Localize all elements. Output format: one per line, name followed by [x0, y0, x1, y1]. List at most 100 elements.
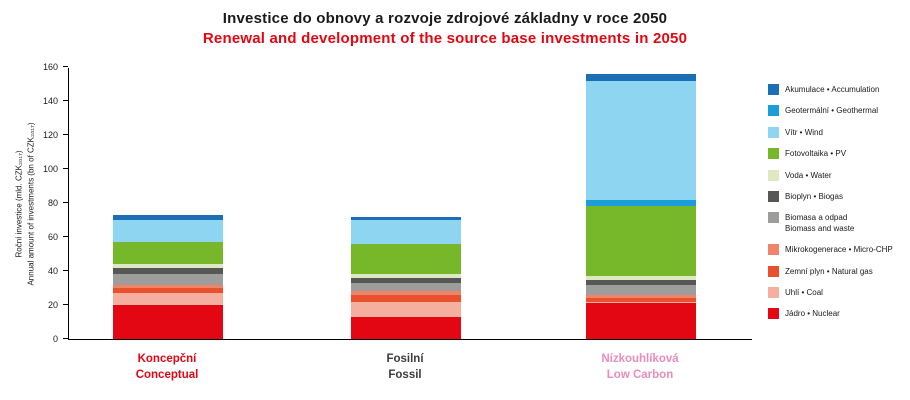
- bar-segment-biomass-waste: [113, 274, 223, 285]
- bar-conceptual: [113, 214, 223, 339]
- y-tick-label: 60: [47, 232, 58, 242]
- x-axis-label-english: Low Carbon: [606, 369, 674, 382]
- legend-swatch-wind: [768, 126, 779, 138]
- chart-title-english: Renewal and development of the source ba…: [202, 30, 688, 47]
- legend-label-coal: Uhlí • Coal: [785, 287, 823, 297]
- legend-swatch-biomass-waste: [768, 212, 779, 224]
- y-tick-mark: [63, 270, 68, 271]
- legend-item-biomass-waste: Biomasa a odpad Biomass and waste: [768, 212, 893, 234]
- legend-label-nuclear: Jádro • Nuclear: [785, 309, 840, 319]
- bar-segment-water: [586, 276, 696, 280]
- legend-label-accumulation: Akumulace • Accumulation: [785, 85, 880, 94]
- legend-swatch-nuclear: [768, 308, 779, 320]
- y-tick-label: 0: [52, 334, 58, 344]
- chart-title-czech: Investice do obnovy a rozvoje zdrojové z…: [222, 10, 668, 27]
- chart-titles: Investice do obnovy a rozvoje zdrojové z…: [0, 10, 890, 47]
- bar-segment-nuclear: [351, 316, 461, 339]
- y-tick-label: 20: [47, 300, 58, 310]
- bar-segment-accumulation: [586, 73, 696, 81]
- bar-segment-water: [113, 264, 223, 268]
- legend-item-natural-gas: Zemní plyn • Natural gas: [768, 265, 893, 277]
- legend-swatch-micro-chp: [768, 244, 779, 256]
- x-axis-label-low-carbon: Nízkouhlíková Low Carbon: [601, 351, 678, 383]
- legend-item-geothermal: Geotermální • Geothermal: [768, 105, 893, 117]
- y-tick-label: 40: [47, 266, 58, 276]
- bar-segment-coal: [586, 301, 696, 304]
- bar-segment-coal: [351, 301, 461, 317]
- legend-label-micro-chp: Mikrokogenerace • Micro-CHP: [785, 245, 893, 255]
- y-tick-mark: [63, 202, 68, 203]
- legend-item-accumulation: Akumulace • Accumulation: [768, 84, 893, 95]
- bar-segment-biogas: [351, 277, 461, 283]
- x-axis-label-english: Conceptual: [135, 369, 199, 382]
- legend-swatch-natural-gas: [768, 265, 779, 277]
- bar-segment-coal: [113, 293, 223, 305]
- bar-segment-natural-gas: [586, 298, 696, 302]
- bar-segment-water: [351, 274, 461, 278]
- y-tick-label: 160: [42, 62, 58, 72]
- legend-label-water: Voda • Water: [785, 170, 832, 180]
- bar-segment-natural-gas: [351, 294, 461, 302]
- legend-item-coal: Uhlí • Coal: [768, 286, 893, 298]
- bar-segment-micro-chp: [351, 291, 461, 295]
- x-axis-label-conceptual: Koncepční Conceptual: [136, 351, 199, 383]
- bar-segment-micro-chp: [586, 294, 696, 299]
- y-tick-mark: [63, 100, 68, 101]
- bar-segment-wind: [586, 80, 696, 200]
- y-tick-mark: [63, 66, 68, 67]
- bar-segment-nuclear: [586, 303, 696, 339]
- bar-segment-geothermal: [586, 199, 696, 207]
- legend-label-biogas: Bioplyn • Biogas: [785, 191, 843, 201]
- bar-segment-biomass-waste: [586, 284, 696, 295]
- legend-item-wind: Vítr • Wind: [768, 126, 893, 138]
- bar-segment-micro-chp: [113, 284, 223, 289]
- bar-low-carbon: [586, 73, 696, 339]
- legend-swatch-pv: [768, 148, 779, 160]
- legend-label-biomass-waste: Biomasa a odpad Biomass and waste: [785, 213, 855, 233]
- bar-segment-biomass-waste: [351, 282, 461, 292]
- legend-label-wind: Vítr • Wind: [785, 127, 823, 137]
- legend-item-pv: Fotovoltaika • PV: [768, 148, 893, 160]
- legend-item-biogas: Bioplyn • Biogas: [768, 190, 893, 202]
- y-tick-mark: [63, 236, 68, 237]
- y-tick-label: 100: [42, 164, 58, 174]
- bar-segment-accumulation: [351, 216, 461, 221]
- bar-segment-natural-gas: [113, 288, 223, 294]
- legend-label-natural-gas: Zemní plyn • Natural gas: [785, 266, 873, 276]
- legend-swatch-geothermal: [768, 105, 779, 117]
- y-tick-mark: [63, 304, 68, 305]
- y-tick-mark: [63, 338, 68, 339]
- bar-segment-biogas: [113, 267, 223, 275]
- x-axis-label-english: Fossil: [388, 369, 422, 382]
- y-tick-label: 80: [47, 198, 58, 208]
- bar-segment-accumulation: [113, 214, 223, 221]
- x-axis-label-fossil: Fosilní Fossil: [386, 351, 423, 383]
- legend-label-geothermal: Geotermální • Geothermal: [785, 106, 879, 116]
- bar-segment-biogas: [586, 279, 696, 285]
- legend-swatch-accumulation: [768, 84, 779, 95]
- bar-segment-pv: [351, 243, 461, 275]
- legend-swatch-biogas: [768, 190, 779, 202]
- y-tick-label: 140: [42, 96, 58, 106]
- legend-label-pv: Fotovoltaika • PV: [785, 149, 847, 159]
- legend-item-nuclear: Jádro • Nuclear: [768, 308, 893, 320]
- legend-swatch-water: [768, 169, 779, 181]
- legend-item-water: Voda • Water: [768, 169, 893, 181]
- bar-segment-pv: [586, 206, 696, 277]
- y-tick-label: 120: [42, 130, 58, 140]
- bar-segment-wind: [351, 220, 461, 244]
- x-axis-label-czech: Fosilní: [386, 353, 424, 365]
- bar-segment-wind: [113, 220, 223, 243]
- bar-fossil: [351, 216, 461, 339]
- y-tick-mark: [63, 134, 68, 135]
- bar-segment-pv: [113, 242, 223, 265]
- x-axis-label-czech: Koncepční: [137, 353, 197, 365]
- bar-segment-nuclear: [113, 305, 223, 339]
- legend: Akumulace • Accumulation Geotermální • Ge…: [768, 84, 893, 320]
- x-axis-label-czech: Nízkouhlíková: [601, 353, 679, 365]
- plot-area: 0 20 40 60 80 100 120 140 160: [43, 62, 752, 344]
- y-tick-mark: [63, 168, 68, 169]
- legend-item-micro-chp: Mikrokogenerace • Micro-CHP: [768, 244, 893, 256]
- legend-swatch-coal: [768, 286, 779, 298]
